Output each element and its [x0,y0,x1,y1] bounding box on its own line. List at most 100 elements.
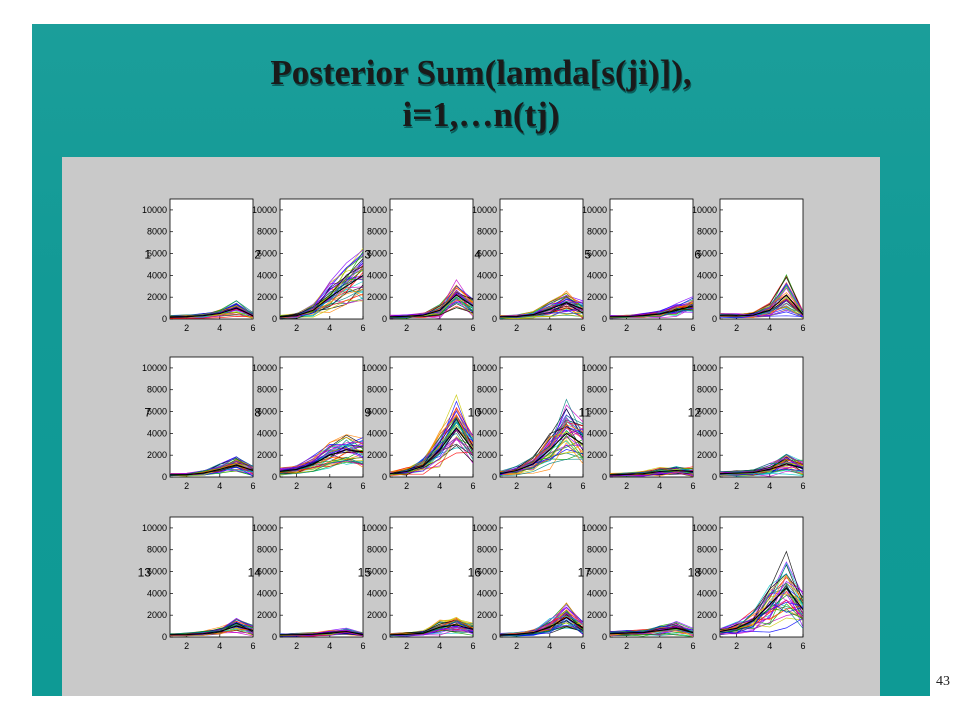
median-line [170,307,253,318]
y-tick-label: 10000 [472,205,497,215]
trace-line [500,314,583,319]
x-tick-label: 4 [217,481,222,491]
traces [610,621,693,637]
trace-line [390,429,473,476]
y-tick-label: 10000 [692,205,717,215]
slide-title: Posterior Sum(lamda[s(ji)]), i=1,…n(tj) [32,52,930,136]
y-tick-label: 6000 [367,249,387,259]
y-tick-label: 10000 [362,205,387,215]
y-tick-label: 4000 [477,270,497,280]
panel-8: 0 2000 4000 6000 8000 10000 2 4 6 8 [252,356,366,491]
panel-label: 14 [248,566,262,580]
panel-4: 0 2000 4000 6000 8000 10000 2 4 6 4 [472,198,586,333]
x-tick-label: 4 [657,323,662,333]
x-tick-label: 6 [250,641,255,651]
plot-area [389,356,474,478]
y-tick-label: 0 [712,314,717,324]
y-tick-label: 6000 [367,407,387,417]
y-tick-label: 8000 [257,545,277,555]
plot-area [169,516,254,638]
x-tick-label: 6 [360,481,365,491]
median-line [610,469,693,476]
y-tick-label: 2000 [477,450,497,460]
plot-area [719,516,804,638]
y-tick-label: 4000 [697,270,717,280]
y-tick-label: 6000 [257,567,277,577]
x-tick-label: 4 [767,481,772,491]
x-tick-label: 6 [580,481,585,491]
trace-line [610,624,693,633]
panel-11: 0 2000 4000 6000 8000 10000 2 4 6 11 [579,356,696,491]
y-tick-label: 10000 [142,363,167,373]
trace-line [390,626,473,637]
trace-line [170,628,253,637]
y-tick-label: 6000 [257,249,277,259]
trace-line [280,265,363,317]
x-tick-label: 6 [470,481,475,491]
x-tick-label: 2 [734,641,739,651]
y-tick-label: 6000 [697,249,717,259]
x-tick-label: 4 [437,641,442,651]
y-tick-label: 10000 [142,205,167,215]
panel-label: 13 [138,566,152,580]
x-tick-label: 2 [734,481,739,491]
traces [500,602,583,637]
x-tick-label: 2 [514,323,519,333]
y-tick-label: 6000 [477,567,497,577]
trace-line [500,300,583,319]
trace-line [720,608,803,634]
y-tick-label: 2000 [367,450,387,460]
x-tick-label: 2 [184,641,189,651]
traces [610,296,693,319]
median-line [170,625,253,636]
y-tick-label: 6000 [587,249,607,259]
trace-line [500,458,583,477]
y-tick-label: 6000 [477,407,497,417]
y-tick-label: 4000 [587,428,607,438]
traces [720,550,803,636]
y-tick-label: 0 [602,472,607,482]
x-tick-label: 6 [360,323,365,333]
median-line [390,294,473,318]
y-tick-label: 4000 [367,270,387,280]
x-tick-label: 4 [217,323,222,333]
plot-area [499,516,584,638]
plot-area [609,356,694,478]
traces [500,290,583,319]
x-tick-label: 6 [470,641,475,651]
trace-line [500,442,583,475]
y-tick-label: 10000 [472,523,497,533]
x-tick-label: 2 [294,323,299,333]
y-tick-label: 10000 [582,205,607,215]
trace-line [170,316,253,319]
panel-label: 8 [254,406,261,420]
y-tick-label: 0 [162,632,167,642]
panel-7: 0 2000 4000 6000 8000 10000 2 4 6 7 [142,356,256,491]
x-tick-label: 6 [250,323,255,333]
y-tick-label: 0 [382,632,387,642]
plot-area [609,198,694,320]
y-tick-label: 2000 [697,610,717,620]
trace-line [720,599,803,635]
x-tick-label: 2 [624,641,629,651]
x-tick-label: 2 [404,641,409,651]
x-tick-label: 4 [547,481,552,491]
y-tick-label: 0 [272,314,277,324]
y-tick-label: 0 [492,472,497,482]
traces [390,279,473,319]
x-tick-label: 6 [250,481,255,491]
trace-line [610,304,693,317]
x-tick-label: 4 [547,323,552,333]
y-tick-label: 4000 [147,270,167,280]
median-line [280,449,363,473]
x-tick-label: 2 [514,481,519,491]
y-tick-label: 6000 [697,567,717,577]
trace-line [720,315,803,319]
x-tick-label: 6 [580,323,585,333]
y-tick-label: 6000 [257,407,277,417]
trace-line [280,457,363,476]
plot-area [389,516,474,638]
trace-line [500,435,583,475]
x-tick-label: 4 [547,641,552,651]
trace-line [720,462,803,475]
